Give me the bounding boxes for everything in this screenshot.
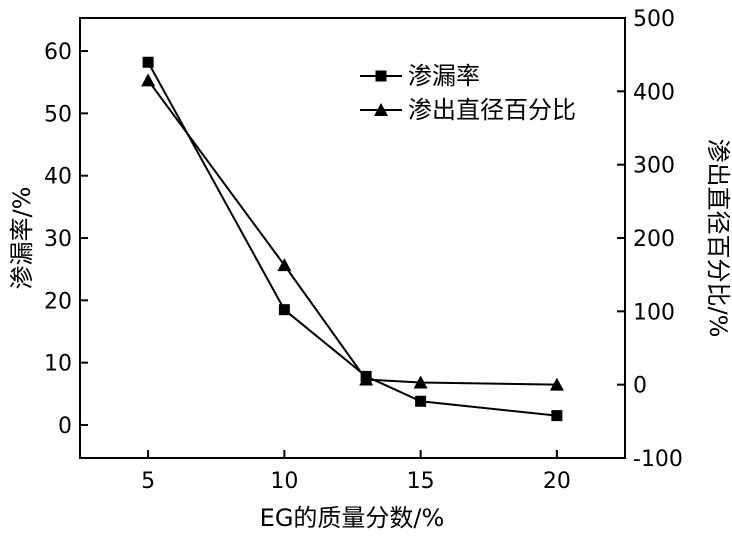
left-y-tick-label: 50 xyxy=(44,102,72,127)
right-y-tick-label: 300 xyxy=(633,154,675,179)
series-layer xyxy=(141,56,564,422)
right-y-tick-label: 200 xyxy=(633,227,675,252)
left-y-axis-ticks: 0 10 20 30 40 50 60 xyxy=(44,40,88,439)
legend: 渗漏率 渗出直径百分比 xyxy=(360,62,576,124)
left-y-tick-label: 60 xyxy=(44,40,72,65)
legend-label-1: 渗出直径百分比 xyxy=(408,96,576,124)
data-point-triangle xyxy=(141,73,156,87)
data-point-triangle xyxy=(413,375,428,389)
left-y-tick-label: 10 xyxy=(44,352,72,377)
x-tick-label: 20 xyxy=(543,469,571,494)
series-line-1 xyxy=(147,79,557,386)
legend-label-0: 渗漏率 xyxy=(408,62,480,90)
x-tick-label: 5 xyxy=(141,469,155,494)
data-point-triangle xyxy=(359,372,374,386)
right-y-tick-label: 100 xyxy=(633,300,675,325)
legend-marker-square xyxy=(375,70,387,82)
left-y-tick-label: 20 xyxy=(44,289,72,314)
right-y-axis-ticks: -100 0 100 200 300 400 500 xyxy=(617,7,683,472)
data-point-triangle xyxy=(277,258,292,272)
right-y-tick-label: 500 xyxy=(633,7,675,32)
left-y-tick-label: 30 xyxy=(44,227,72,252)
data-point-square xyxy=(142,56,154,68)
right-y-tick-label: -100 xyxy=(633,447,683,472)
data-point-square xyxy=(278,304,290,316)
left-y-tick-label: 40 xyxy=(44,165,72,190)
left-y-axis-title: 渗漏率/% xyxy=(8,187,36,290)
plot-frame xyxy=(79,17,626,459)
x-tick-label: 15 xyxy=(407,469,435,494)
x-axis-title: EG的质量分数/% xyxy=(260,504,445,532)
right-y-tick-label: 0 xyxy=(633,374,647,399)
x-tick-label: 10 xyxy=(270,469,298,494)
left-y-tick-label: 0 xyxy=(58,414,72,439)
legend-marker-triangle xyxy=(374,103,388,116)
data-point-square xyxy=(551,410,563,422)
right-y-tick-label: 400 xyxy=(633,80,675,105)
x-axis-ticks: 5 10 15 20 xyxy=(141,450,571,494)
data-point-triangle xyxy=(549,377,564,391)
data-point-square xyxy=(415,395,427,407)
right-y-axis-title: 渗出直径百分比/% xyxy=(704,139,732,338)
